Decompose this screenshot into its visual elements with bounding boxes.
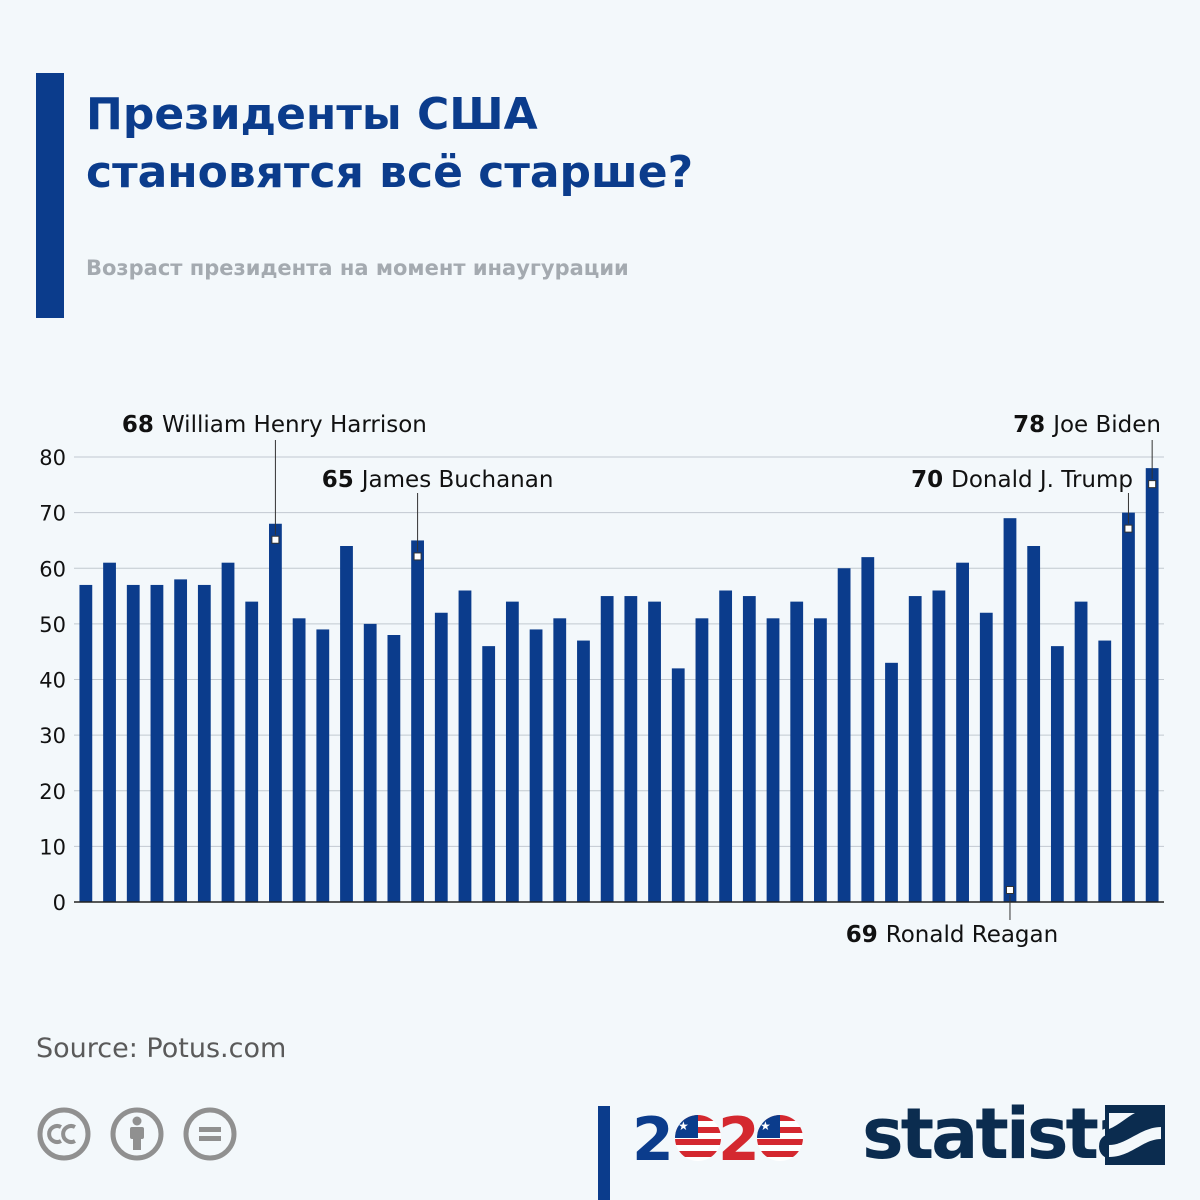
bar [932, 590, 946, 902]
annotation-value: 70 [911, 467, 951, 493]
y-tick-label: 0 [53, 891, 66, 915]
statista-wordmark: statista [862, 1093, 1143, 1175]
chart-subtitle: Возраст президента на момент инаугурации [86, 256, 629, 280]
bar [434, 612, 448, 902]
annotation-marker [1124, 524, 1133, 533]
bar [197, 584, 211, 902]
page-title: Президенты США становятся всё старше? [86, 89, 694, 198]
bar [553, 618, 567, 902]
bar [979, 612, 993, 902]
bar [245, 601, 259, 902]
title-accent-bar [36, 73, 64, 318]
bar [340, 546, 353, 902]
year-digit: 2 [718, 1108, 760, 1168]
annotation-label: 68 William Henry Harrison [122, 412, 427, 438]
bar-chart: 0 10 20 30 40 50 60 70 80 68 William Henry Harris… [39, 412, 1164, 948]
annotation-name: Joe Biden [1051, 412, 1161, 438]
license-icons [37, 1107, 237, 1161]
bar [1074, 601, 1088, 902]
bar [885, 662, 898, 902]
bar [671, 668, 685, 902]
statista-logo-icon [1105, 1105, 1165, 1165]
bar [316, 629, 330, 902]
annotation-marker [1148, 480, 1157, 489]
annotation-value: 68 [122, 412, 162, 438]
bar [458, 590, 472, 902]
annotation-label: 69 Ronald Reagan [846, 922, 1058, 948]
year-accent-bar [598, 1106, 610, 1200]
year-digit: 2 [632, 1108, 674, 1168]
annotation-name: William Henry Harrison [162, 412, 427, 438]
annotation-label: 70 Donald J. Trump [911, 467, 1133, 493]
svg-text:★: ★ [760, 1119, 771, 1133]
source-note: Source: Potus.com [36, 1033, 287, 1064]
attribution-icon [110, 1107, 164, 1161]
bar [1050, 646, 1064, 902]
svg-text:★: ★ [678, 1119, 689, 1133]
bar [269, 523, 282, 902]
y-tick-label: 80 [39, 446, 66, 470]
bar [292, 618, 306, 902]
bar [695, 618, 709, 902]
bar [505, 601, 519, 902]
annotation-value: 65 [322, 467, 362, 493]
no-derivatives-icon [183, 1107, 237, 1161]
annotation-name: James Buchanan [360, 467, 554, 493]
annotation-marker [271, 535, 280, 544]
annotation-name: Ronald Reagan [886, 922, 1058, 948]
annotation-value: 78 [1013, 412, 1053, 438]
bar [600, 596, 614, 902]
y-tick-label: 60 [39, 557, 66, 581]
year-logo: 2 ★ 2 ★ [632, 1108, 803, 1168]
bar [624, 596, 638, 902]
flag-globe-icon: ★ [757, 1115, 803, 1161]
bar [742, 596, 756, 902]
bar [648, 601, 661, 902]
bar [790, 601, 804, 902]
y-tick-label: 50 [39, 613, 66, 637]
bar [1098, 640, 1112, 902]
annotation-value: 69 [846, 922, 886, 948]
bar [1145, 468, 1159, 902]
y-tick-label: 20 [39, 780, 66, 804]
bar [411, 540, 424, 902]
cc-icon [37, 1107, 91, 1161]
bar [387, 635, 401, 902]
bar [1027, 546, 1041, 902]
bar [150, 584, 164, 902]
bar [719, 590, 733, 902]
bar [529, 629, 543, 902]
bar [126, 584, 140, 902]
y-tick-label: 70 [39, 502, 66, 526]
annotation-name: Donald J. Trump [951, 467, 1133, 493]
bar [908, 596, 922, 902]
bar [837, 568, 851, 902]
bar [1122, 512, 1135, 902]
y-tick-label: 40 [39, 669, 66, 693]
bar [174, 579, 188, 902]
bar [861, 557, 875, 902]
bar [79, 584, 93, 902]
annotation-label: 65 James Buchanan [322, 467, 554, 493]
y-tick-label: 10 [39, 835, 66, 859]
bar [482, 646, 496, 902]
flag-globe-icon: ★ [675, 1115, 721, 1161]
bar [577, 640, 590, 902]
annotation-marker [1005, 886, 1014, 894]
bar [814, 618, 827, 902]
bar [103, 562, 116, 902]
bar [766, 618, 780, 902]
annotation-label: 78 Joe Biden [1013, 412, 1161, 438]
bar [363, 623, 377, 902]
annotation-marker [413, 552, 422, 561]
bar [1003, 518, 1017, 902]
bar [956, 562, 969, 902]
bar [221, 562, 235, 902]
y-tick-label: 30 [39, 724, 66, 748]
